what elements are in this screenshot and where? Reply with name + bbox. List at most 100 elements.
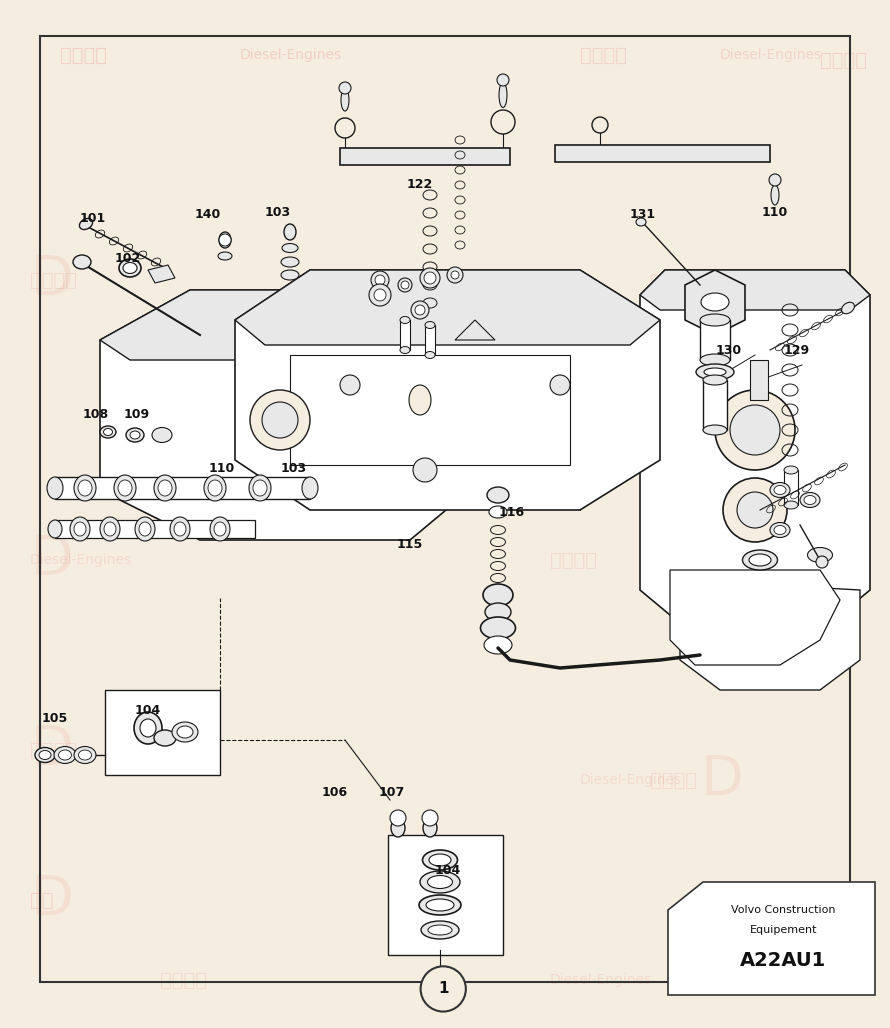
Ellipse shape: [74, 522, 86, 536]
Polygon shape: [235, 270, 660, 510]
Text: 紧发动力: 紧发动力: [60, 45, 107, 65]
Text: 122: 122: [407, 179, 433, 191]
Text: 108: 108: [83, 408, 109, 421]
Ellipse shape: [800, 492, 820, 508]
Ellipse shape: [78, 750, 92, 760]
Text: Diesel-Engines: Diesel-Engines: [580, 773, 682, 787]
Bar: [105, 690, 220, 775]
Ellipse shape: [701, 293, 729, 311]
Text: 紧发动力: 紧发动力: [550, 551, 597, 570]
Ellipse shape: [427, 876, 452, 888]
Bar: [750, 360, 768, 400]
Ellipse shape: [341, 89, 349, 111]
Ellipse shape: [784, 501, 798, 509]
Ellipse shape: [282, 244, 298, 253]
Ellipse shape: [770, 482, 790, 498]
Text: Diesel-Engines: Diesel-Engines: [720, 48, 822, 62]
Ellipse shape: [39, 750, 51, 760]
Text: 115: 115: [397, 539, 423, 551]
Ellipse shape: [47, 477, 63, 499]
Circle shape: [420, 268, 440, 288]
Ellipse shape: [400, 317, 410, 324]
Text: Diesel-Engines: Diesel-Engines: [650, 273, 752, 287]
Text: 130: 130: [716, 343, 742, 357]
Text: 109: 109: [124, 408, 150, 421]
Circle shape: [497, 74, 509, 86]
Text: Diesel-Engines: Diesel-Engines: [240, 48, 342, 62]
Circle shape: [550, 375, 570, 395]
Ellipse shape: [485, 603, 511, 621]
Polygon shape: [668, 882, 875, 995]
Ellipse shape: [842, 302, 854, 314]
Ellipse shape: [170, 517, 190, 541]
Ellipse shape: [123, 262, 137, 273]
Ellipse shape: [172, 722, 198, 742]
Circle shape: [374, 289, 386, 301]
Ellipse shape: [483, 584, 513, 605]
Ellipse shape: [284, 224, 296, 240]
Circle shape: [339, 82, 351, 94]
Text: 紧发动力: 紧发动力: [580, 45, 627, 65]
Text: 140: 140: [195, 209, 221, 221]
Circle shape: [491, 110, 515, 134]
Polygon shape: [340, 148, 510, 166]
Circle shape: [415, 305, 425, 315]
Ellipse shape: [79, 218, 93, 229]
Text: 1: 1: [438, 982, 449, 996]
Ellipse shape: [208, 480, 222, 495]
Ellipse shape: [774, 485, 786, 494]
Ellipse shape: [428, 925, 452, 935]
Ellipse shape: [425, 352, 435, 359]
Ellipse shape: [126, 428, 144, 442]
Ellipse shape: [774, 525, 786, 535]
Text: 106: 106: [322, 786, 348, 800]
Ellipse shape: [704, 368, 726, 376]
Ellipse shape: [78, 480, 92, 495]
Ellipse shape: [742, 550, 778, 570]
Ellipse shape: [696, 364, 734, 380]
Ellipse shape: [214, 522, 226, 536]
Circle shape: [340, 375, 360, 395]
Text: D: D: [30, 533, 73, 587]
Ellipse shape: [487, 487, 509, 503]
Ellipse shape: [73, 255, 91, 269]
Ellipse shape: [249, 475, 271, 501]
Text: 131: 131: [630, 209, 656, 221]
Circle shape: [375, 276, 385, 285]
Bar: [55, 520, 255, 538]
Ellipse shape: [204, 475, 226, 501]
Ellipse shape: [219, 232, 231, 248]
Circle shape: [730, 405, 780, 455]
Ellipse shape: [35, 747, 55, 763]
Ellipse shape: [54, 746, 76, 764]
Text: 103: 103: [265, 207, 291, 220]
Ellipse shape: [423, 850, 457, 870]
Circle shape: [411, 301, 429, 319]
Text: D: D: [30, 253, 73, 307]
Text: D: D: [30, 723, 73, 777]
Text: 103: 103: [281, 462, 307, 475]
Ellipse shape: [154, 475, 176, 501]
Ellipse shape: [784, 466, 798, 474]
Ellipse shape: [158, 480, 172, 495]
Ellipse shape: [177, 726, 193, 738]
Text: 105: 105: [42, 711, 69, 725]
Circle shape: [262, 402, 298, 438]
Ellipse shape: [253, 480, 267, 495]
Text: D: D: [30, 873, 73, 927]
Ellipse shape: [409, 386, 431, 415]
Text: D: D: [700, 752, 743, 807]
Bar: [784, 470, 798, 505]
Circle shape: [421, 966, 465, 1012]
Text: Diesel-Engines: Diesel-Engines: [550, 972, 652, 987]
Text: 129: 129: [784, 343, 810, 357]
Circle shape: [219, 234, 231, 246]
Ellipse shape: [118, 480, 132, 495]
Bar: [425, 325, 435, 355]
Text: 110: 110: [762, 207, 789, 220]
Ellipse shape: [421, 921, 459, 939]
Text: 102: 102: [115, 252, 142, 264]
Text: A22AU1: A22AU1: [740, 951, 827, 969]
Text: 101: 101: [80, 212, 106, 224]
Bar: [400, 320, 410, 350]
